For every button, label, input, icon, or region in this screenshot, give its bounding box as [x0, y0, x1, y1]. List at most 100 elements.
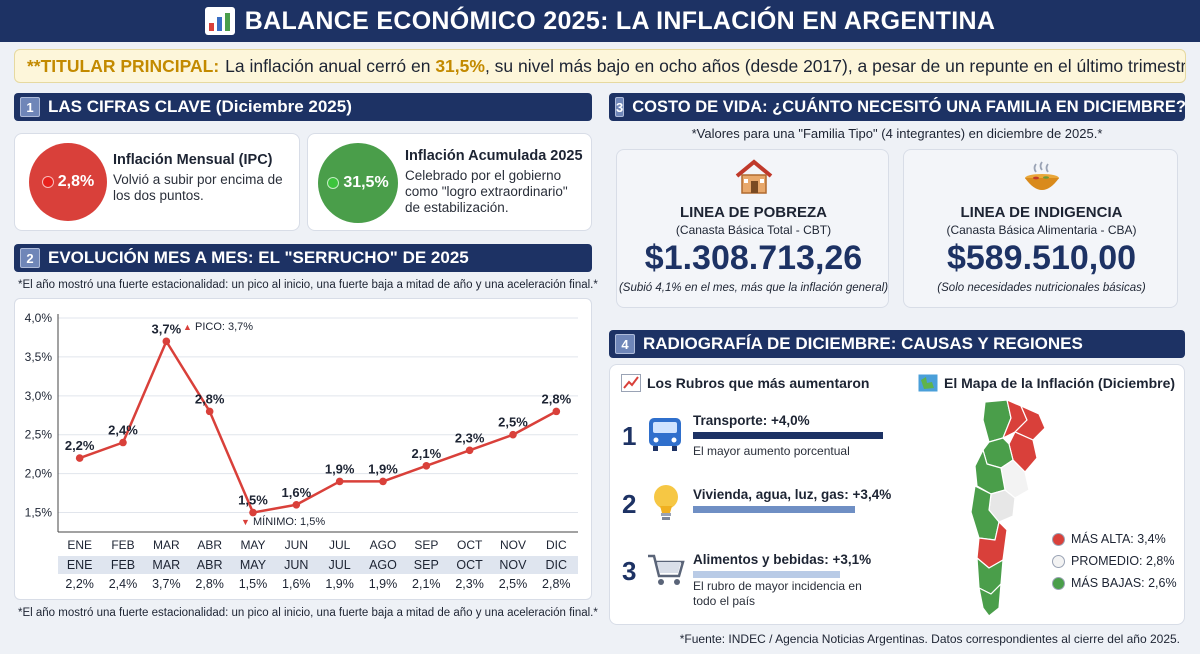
table-month-9: OCT	[456, 558, 483, 572]
section-3-header: 3 COSTO DE VIDA: ¿CUÁNTO NECESITÓ UNA FA…	[609, 93, 1186, 121]
section-3-number: 3	[615, 97, 625, 117]
chart-y-ticks: 1,5% 2,0% 2,5% 3,0% 3,5% 4,0%	[25, 311, 53, 520]
data-label-jul: 1,9%	[325, 461, 355, 476]
table-value-0: 2,2%	[65, 577, 94, 591]
trending-up-icon	[621, 374, 641, 392]
indigence-line-note: (Solo necesidades nutricionales básicas)	[937, 282, 1146, 294]
headline-emphasis: 31,5%	[435, 55, 485, 76]
key-figure-card-annual: 31,5% Inflación Acumulada 2025 Celebrado…	[307, 133, 592, 231]
headline-text-before: La inflación anual cerró en	[225, 55, 431, 76]
footer-source: *Fuente: INDEC / Agencia Noticias Argent…	[679, 632, 1180, 646]
table-month-4: MAY	[239, 558, 267, 572]
chart-series-line	[79, 340, 557, 514]
headline-lead: **TITULAR PRINCIPAL:	[27, 55, 220, 76]
legend-average-label: PROMEDIO: 2,8%	[1071, 554, 1175, 568]
rubro-rank-3: 3	[622, 556, 637, 586]
chart-card	[14, 298, 592, 600]
annual-inflation-desc: Celebrado por el gobierno como "logro ex…	[405, 168, 568, 215]
annual-inflation-title: Inflación Acumulada 2025	[405, 148, 583, 164]
data-point-dic	[552, 407, 561, 416]
y-tick-label-1: 2,0%	[25, 467, 53, 481]
peak-annotation: ▲ PICO: 3,7%	[183, 321, 253, 333]
table-month-2: MAR	[152, 558, 181, 572]
section-2-title: EVOLUCIÓN MES A MES: EL "SERRUCHO" DE 20…	[48, 248, 469, 267]
x-tick-label-mar: MAR	[153, 538, 180, 552]
legend-lowest-dot	[1052, 576, 1065, 590]
x-tick-label-may: MAY	[240, 538, 265, 552]
table-value-4: 1,5%	[238, 577, 268, 591]
data-label-jun: 1,6%	[282, 485, 312, 500]
rubro-3-bar	[693, 571, 840, 578]
data-label-ago: 1,9%	[368, 461, 398, 476]
page-title: BALANCE ECONÓMICO 2025: LA INFLACIÓN EN …	[244, 6, 996, 35]
table-value-9: 2,3%	[455, 577, 484, 591]
data-point-oct	[465, 446, 474, 455]
shopping-cart-icon	[648, 554, 685, 585]
y-tick-label-2: 2,5%	[25, 428, 53, 442]
section-1-number: 1	[20, 97, 40, 117]
headline-banner: **TITULAR PRINCIPAL: La inflación anual …	[14, 49, 1186, 83]
legend-highest: MÁS ALTA: 3,4%	[1052, 532, 1166, 546]
x-tick-label-oct: OCT	[457, 538, 483, 552]
map-icon	[918, 374, 938, 392]
legend-lowest: MÁS BAJAS: 2,6%	[1052, 576, 1177, 590]
table-month-10: NOV	[499, 558, 527, 572]
x-tick-label-jul: JUL	[329, 538, 351, 552]
lightbulb-icon	[654, 485, 678, 520]
peak-annotation-label: PICO: 3,7%	[194, 321, 254, 333]
rubro-rank-2: 2	[622, 489, 637, 519]
data-point-nov	[509, 430, 517, 439]
table-month-0: ENE	[66, 558, 93, 572]
map-title: El Mapa de la Inflación (Diciembre)	[944, 375, 1176, 391]
data-point-jun	[292, 500, 301, 509]
x-tick-label-nov: NOV	[500, 538, 526, 552]
min-annotation-label: MÍNIMO: 1,5%	[252, 516, 326, 528]
indigence-line-value: $589.510,00	[946, 239, 1137, 277]
table-value-10: 2,5%	[498, 577, 528, 591]
rubro-rank-1: 1	[622, 421, 637, 451]
section-2-header: 2 EVOLUCIÓN MES A MES: EL "SERRUCHO" DE …	[14, 244, 592, 272]
chart-points	[75, 337, 561, 517]
chart-note-bottom: *El año mostró una fuerte estacionalidad…	[18, 607, 598, 619]
chart-note-top: *El año mostró una fuerte estacionalidad…	[18, 279, 598, 291]
section-2-number: 2	[20, 248, 40, 268]
section-3-title: COSTO DE VIDA: ¿CUÁNTO NECESITÓ UNA FAMI…	[632, 97, 1186, 116]
data-label-mar: 3,7%	[152, 321, 182, 336]
up-triangle-icon: ▲	[183, 322, 192, 332]
y-tick-label-3: 3,0%	[25, 389, 53, 403]
table-value-6: 1,9%	[325, 577, 354, 591]
data-table-months: ENE FEB MAR ABR MAY JUN JUL AGO SEP OCT NOV DIC	[58, 556, 578, 574]
data-point-may	[249, 508, 257, 517]
y-tick-label-0: 1,5%	[25, 506, 53, 520]
y-tick-label-5: 4,0%	[25, 311, 53, 325]
annual-inflation-value: 31,5%	[343, 174, 389, 191]
data-point-feb	[119, 438, 127, 447]
data-label-feb: 2,4%	[108, 423, 138, 438]
monthly-inflation-title: Inflación Mensual (IPC)	[113, 152, 273, 168]
rubro-3-desc: El rubro de mayor incidencia en todo el …	[693, 579, 862, 608]
rubro-3-label: Alimentos y bebidas: +3,1%	[693, 552, 872, 567]
map-heading: El Mapa de la Inflación (Diciembre)	[918, 374, 1175, 392]
argentina-map	[970, 399, 1046, 617]
table-value-11: 2,8%	[542, 577, 571, 591]
soup-bowl-icon	[1025, 161, 1059, 190]
section-4-number: 4	[615, 334, 635, 354]
data-table-band	[58, 556, 578, 574]
data-label-abr: 2,8%	[195, 391, 225, 406]
monthly-inflation-badge: 2,8%	[29, 143, 107, 221]
rubro-1-desc: El mayor aumento porcentual	[693, 444, 850, 458]
monthly-inflation-desc: Volvió a subir por encima de los dos pun…	[113, 172, 283, 203]
legend-average: PROMEDIO: 2,8%	[1052, 554, 1175, 568]
table-value-7: 1,9%	[368, 577, 398, 591]
legend-highest-label: MÁS ALTA: 3,4%	[1071, 532, 1166, 546]
table-value-1: 2,4%	[108, 577, 138, 591]
indigence-line-subtitle: (Canasta Básica Alimentaria - CBA)	[946, 223, 1137, 237]
chart-grid	[58, 317, 578, 514]
section-3-subtitle: *Valores para una "Familia Tipo" (4 inte…	[691, 126, 1103, 141]
red-dot-icon	[41, 176, 54, 188]
house-icon	[735, 159, 773, 194]
poverty-line-subtitle: (Canasta Básica Total - CBT)	[675, 223, 832, 237]
data-table-values: 2,2% 2,4% 3,7% 2,8% 1,5% 1,6% 1,9% 1,9% 2,1% 2,3%…	[58, 575, 578, 593]
data-point-abr	[205, 407, 214, 416]
section-4-card	[609, 364, 1185, 625]
